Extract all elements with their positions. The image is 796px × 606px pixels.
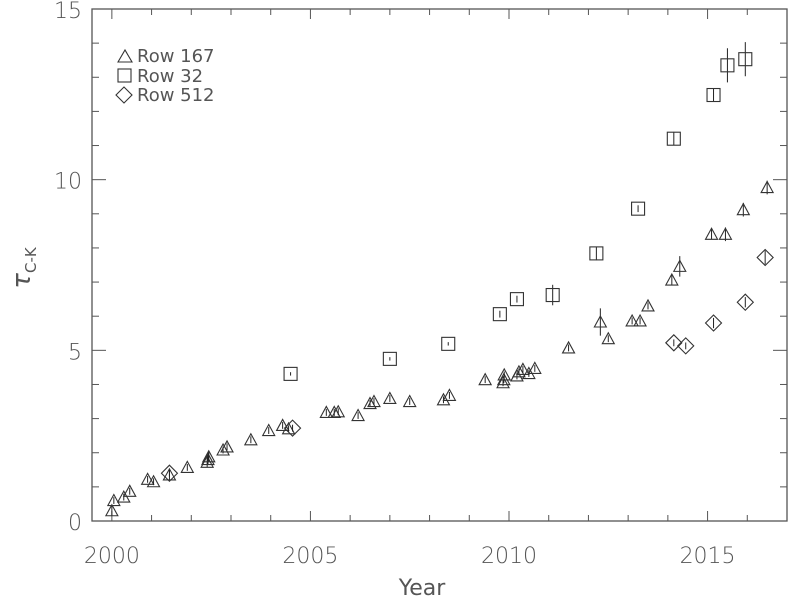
x-tick-label: 2005 [282,544,338,569]
legend-label: Row 32 [137,66,203,87]
triangle-marker [351,408,366,422]
triangle-marker [760,180,775,194]
square-marker [382,351,397,366]
triangle-marker [633,313,647,327]
triangle-marker [331,404,346,418]
triangle-marker [512,364,526,378]
series-row-167 [104,180,775,517]
square-marker [441,336,456,351]
diamond-marker [283,419,302,437]
diamond-marker [736,293,755,311]
y-axis-tick-labels: 0 5 10 15 [54,0,82,536]
triangle-marker [162,467,177,481]
triangle-marker [106,493,121,507]
triangle-marker [664,272,679,286]
x-axis-title: Year [398,576,447,601]
triangle-marker [201,449,216,463]
triangle-marker [527,361,542,374]
triangle-marker [275,418,290,431]
square-marker [666,131,681,146]
triangle-marker [496,372,511,386]
y-axis-title-symbol: τC-K [7,246,40,289]
legend-item-row-512: Row 512 [115,85,215,106]
triangle-marker [216,442,230,456]
triangle-marker [281,421,296,435]
triangle-marker [496,375,510,389]
triangle-marker [201,452,215,466]
y-tick-label: 0 [68,511,82,536]
triangle-marker [601,331,616,345]
triangle-marker [261,423,276,437]
x-tick-label: 2015 [680,544,736,569]
legend-item-row-167: Row 167 [117,46,215,67]
y-tick-label: 10 [54,170,82,195]
triangle-marker [704,227,719,240]
x-tick-label: 2010 [481,544,537,569]
triangle-marker [122,484,137,497]
square-icon [117,68,132,83]
x-tick-label: 2000 [84,544,140,569]
data-markers [104,42,775,517]
plot-area-border [91,8,788,522]
diamond-marker [676,337,695,355]
x-axis-ticks [111,9,788,521]
triangle-marker [104,503,119,517]
square-marker [738,52,753,67]
square-marker [589,246,604,261]
legend-label: Row 512 [137,85,215,106]
square-marker [545,287,560,303]
triangle-marker [561,340,576,354]
triangle-marker [319,405,334,419]
square-marker [283,366,298,381]
y-tick-label: 15 [54,0,82,24]
triangle-icon [117,48,133,63]
legend-item-row-32: Row 32 [117,66,203,87]
triangle-marker [672,259,687,272]
series-row-32 [283,42,753,381]
triangle-marker [382,391,397,405]
y-tick-label: 5 [68,340,82,365]
triangle-marker [593,314,608,328]
triangle-marker [718,227,733,240]
triangle-marker [146,474,161,488]
square-marker [509,292,524,307]
diamond-marker [160,464,179,482]
x-axis-tick-labels: 2000 2005 2010 2015 [84,544,736,569]
square-marker [492,307,507,322]
triangle-marker [442,388,457,401]
square-marker [706,87,721,103]
triangle-marker [180,460,195,473]
triangle-marker [140,472,155,485]
tau-symbol: τ [7,273,37,289]
triangle-marker [402,394,417,408]
y-axis-ticks [92,8,787,522]
triangle-marker [515,362,530,375]
plot-frame [91,8,788,522]
series-row-512 [160,248,774,482]
legend-label: Row 167 [137,46,215,67]
triangle-marker [436,392,451,406]
diamond-marker [756,248,774,267]
triangle-marker [367,394,381,408]
square-marker [631,201,646,216]
triangle-marker [363,396,377,410]
triangle-marker [327,405,342,419]
triangle-marker [220,439,234,453]
y-axis-title: τC-K [7,246,40,289]
diamond-marker [704,314,723,332]
diamond-marker [665,334,683,352]
triangle-marker [641,298,655,312]
square-marker [720,58,735,73]
legend: Row 167 Row 32 Row 512 [115,46,215,106]
triangle-marker [478,372,493,386]
triangle-marker [625,313,640,327]
y-axis-subscript: C-K [22,246,40,273]
triangle-marker [243,432,258,446]
triangle-marker [736,202,751,216]
diamond-icon [115,86,133,104]
triangle-marker [497,367,512,381]
